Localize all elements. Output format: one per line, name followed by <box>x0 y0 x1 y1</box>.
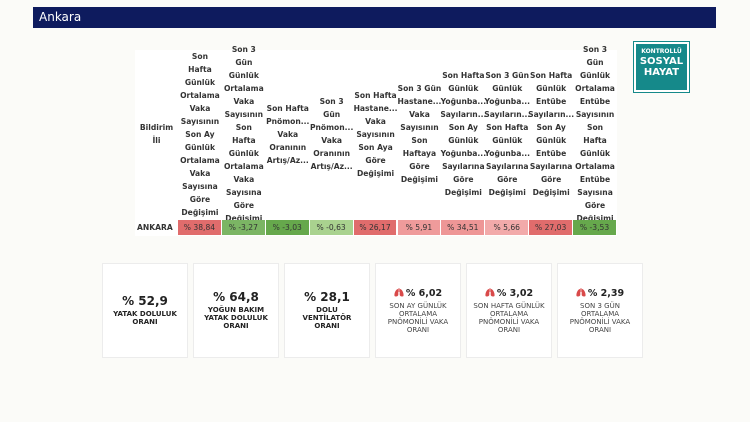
table-cell: % -3,53 <box>573 220 616 235</box>
header-title: Ankara <box>33 7 716 28</box>
table: Bildirim İli Son Hafta Günlük Ortalama Va… <box>135 45 617 236</box>
kpi-card: % 2,39 SON 3 GÜN ORTALAMA PNÖMONİLİ VAKA … <box>557 263 643 358</box>
column-header: Son 3 Gün Günlük Ortalama Entübe Sayısın… <box>575 45 615 223</box>
column-header: Son 3 Gün Pnömon... Vaka Oranının Artış/… <box>309 97 354 171</box>
table-cell: ANKARA <box>137 223 173 232</box>
kpi-card: % 52,9 YATAK DOLULUK ORANI <box>102 263 188 358</box>
table-cell: % 5,91 <box>397 220 441 235</box>
card-value-text: % 28,1 <box>304 290 350 304</box>
card-value: % 2,39 <box>576 287 624 300</box>
table-cell: % -3,27 <box>221 220 265 235</box>
logo-text: KONTROLLÜ <box>641 48 682 55</box>
card-label: YATAK DOLULUK ORANI <box>113 310 177 326</box>
lung-icon <box>576 288 586 297</box>
table-cell: % 34,51 <box>441 220 485 235</box>
column-header: Son Hafta Pnömon... Vaka Oranının Artış/… <box>266 103 310 165</box>
kpi-card: % 28,1 DOLU VENTİLATÖR ORANI <box>284 263 370 358</box>
table-cell: % -0,63 <box>309 220 353 235</box>
card-value-text: % 3,02 <box>496 288 534 299</box>
kpi-card: % 6,02 SON AY GÜNLÜK ORTALAMA PNÖMONİLİ V… <box>375 263 461 358</box>
table-cell: % -3,03 <box>265 220 309 235</box>
table-cell: % 38,84 <box>178 220 221 235</box>
logo: KONTROLLÜ SOSYAL HAYAT <box>633 41 690 93</box>
card-value: % 64,8 <box>213 291 259 304</box>
table-cell: % 27,03 <box>529 220 573 235</box>
column-header: Son Hafta Günlük Ortalama Vaka Sayısının… <box>180 51 220 217</box>
card-value: % 3,02 <box>485 287 533 300</box>
card-label: DOLU VENTİLATÖR ORANI <box>302 306 352 330</box>
card-value-text: % 2,39 <box>587 288 625 299</box>
column-header: Bildirim İli <box>139 123 174 145</box>
kpi-card: % 64,8 YOĞUN BAKIM YATAK DOLULUK ORANI <box>193 263 279 358</box>
column-header: Son 3 Gün Günlük Yoğunba... Sayıların...… <box>484 71 531 197</box>
column-header: Son Hafta Günlük Entübe Sayıların... Son… <box>528 71 575 197</box>
column-header: Son 3 Gün Günlük Ortalama Vaka Sayısının… <box>223 45 264 223</box>
card-value-text: % 64,8 <box>213 290 259 304</box>
column-header: Son Hafta Günlük Yoğunba... Sayıların...… <box>440 71 487 197</box>
card-label: YOĞUN BAKIM YATAK DOLULUK ORANI <box>204 306 268 330</box>
card-label: SON 3 GÜN ORTALAMA PNÖMONİLİ VAKA ORANI <box>569 302 631 334</box>
lung-icon <box>485 288 495 297</box>
logo-text: HAYAT <box>643 67 680 78</box>
card-value: % 28,1 <box>304 291 350 304</box>
logo-text: SOSYAL <box>639 56 684 67</box>
card-value: % 6,02 <box>394 287 442 300</box>
kpi-card: % 3,02 SON HAFTA GÜNLÜK ORTALAMA PNÖMONİL… <box>466 263 552 358</box>
card-label: SON HAFTA GÜNLÜK ORTALAMA PNÖMONİLİ VAKA… <box>473 302 545 334</box>
table-cell: % 5,66 <box>485 220 529 235</box>
column-header: Son Hafta Hastane... Vaka Sayısının Son … <box>353 90 398 178</box>
card-value: % 52,9 <box>122 295 168 308</box>
column-header: Son 3 Gün Hastane... Vaka Sayısının Son … <box>397 84 442 184</box>
card-value-text: % 6,02 <box>405 288 443 299</box>
lung-icon <box>394 288 404 297</box>
card-label: SON AY GÜNLÜK ORTALAMA PNÖMONİLİ VAKA OR… <box>387 302 449 334</box>
card-value-text: % 52,9 <box>122 294 168 308</box>
table-cell: % 26,17 <box>353 220 397 235</box>
